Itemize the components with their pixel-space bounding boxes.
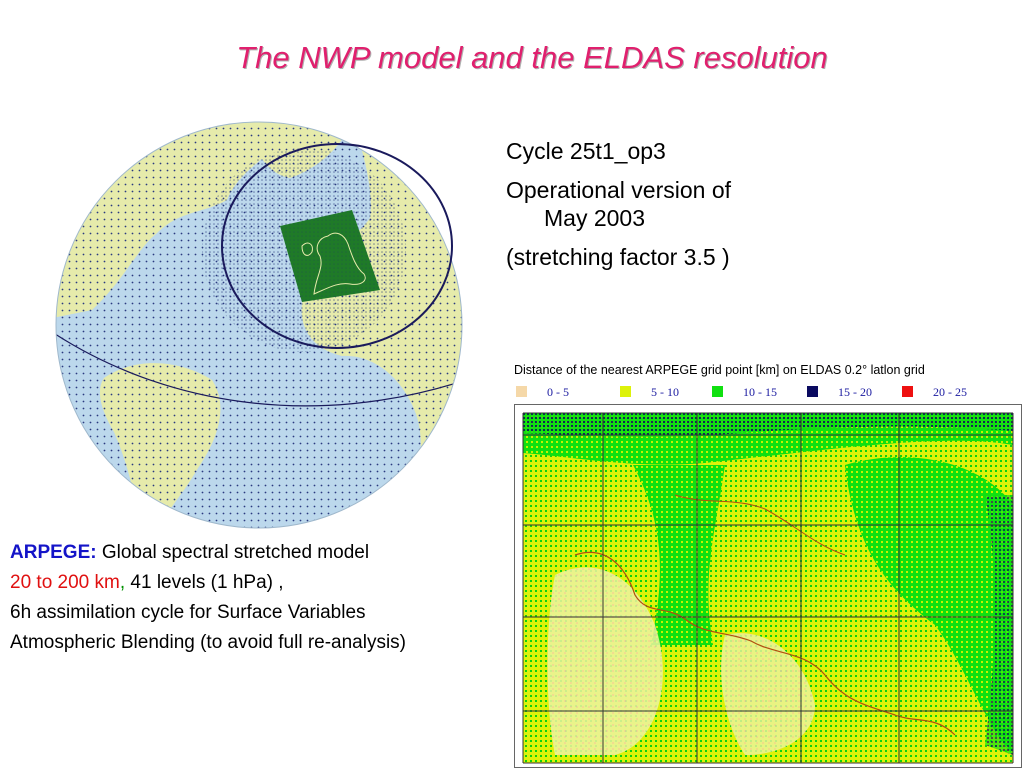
equator-line: [56, 331, 462, 407]
coastline: [574, 551, 956, 736]
resolution-comma: ,: [119, 572, 126, 593]
stretching-circle: [221, 143, 453, 349]
coastline-2: [674, 494, 846, 556]
map-legend: 0 - 5 5 - 10 10 - 15 15 - 20 20 - 25: [516, 385, 1024, 401]
arpege-model-desc: Global spectral stretched model: [96, 542, 370, 563]
legend-swatch: [902, 386, 913, 397]
legend-swatch: [712, 386, 723, 397]
legend-swatch: [516, 386, 527, 397]
eldas-domain: [280, 210, 380, 302]
distance-map-frame: [514, 404, 1022, 768]
map-green-swirl-east: [845, 457, 1013, 755]
cycle-line: Cycle 25t1_op3: [506, 138, 666, 164]
legend-swatch: [807, 386, 818, 397]
arpege-line-4: Atmospheric Blending (to avoid full re-a…: [10, 632, 407, 653]
distance-map-image: [522, 412, 1014, 764]
map-grid: [522, 412, 1014, 764]
slide-title: The NWP model and the ELDAS resolution: [236, 40, 828, 75]
map-dark-east: [985, 495, 1013, 755]
distance-map-panel: Distance of the nearest ARPEGE grid poin…: [510, 358, 1024, 768]
legend-item-10-15: 10 - 15: [712, 385, 777, 400]
legend-item-5-10: 5 - 10: [620, 385, 679, 400]
arpege-line-2: 20 to 200 km, 41 levels (1 hPa) ,: [10, 568, 406, 598]
map-dark-stripes: [523, 413, 1013, 437]
legend-item-20-25: 20 - 25: [902, 385, 967, 400]
resolution-range: 20 to 200 km: [10, 572, 120, 593]
map-cream-zone-2: [721, 633, 815, 755]
legend-swatch: [620, 386, 631, 397]
map-title: Distance of the nearest ARPEGE grid poin…: [514, 363, 925, 377]
model-info-list: Cycle 25t1_op3 Operational version of Ma…: [506, 137, 731, 282]
levels-text: 41 levels (1 hPa) ,: [125, 572, 284, 593]
arpege-label: ARPEGE:: [10, 542, 97, 563]
stretching-factor-line: (stretching factor 3.5 ): [506, 244, 730, 270]
operational-version-line: Operational version of May 2003: [506, 176, 731, 232]
globe-grid-image: [55, 121, 463, 529]
arpege-line-3: 6h assimilation cycle for Surface Variab…: [10, 602, 366, 623]
operational-version-text: Operational version of: [506, 177, 732, 203]
legend-item-0-5: 0 - 5: [516, 385, 569, 400]
operational-version-date: May 2003: [544, 205, 646, 231]
arpege-description: ARPEGE: Global spectral stretched model …: [10, 538, 406, 658]
arpege-line-1: ARPEGE: Global spectral stretched model: [10, 538, 406, 568]
map-cream-zone: [547, 567, 663, 755]
legend-item-15-20: 15 - 20: [807, 385, 872, 400]
map-green-x-center: [633, 465, 725, 645]
